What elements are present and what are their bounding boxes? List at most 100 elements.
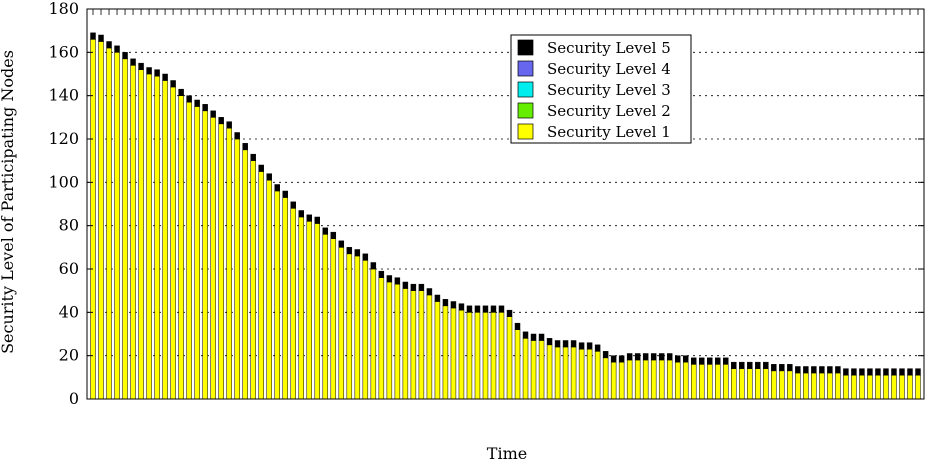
bar-segment-level-5 <box>418 283 425 291</box>
bar-segment-level-1 <box>554 346 561 400</box>
bar-segment-level-1 <box>90 39 96 400</box>
bar-segment-level-1 <box>130 65 136 400</box>
bar-segment-level-5 <box>602 351 609 359</box>
y-tick-label: 60 <box>59 259 79 278</box>
bar-segment-level-5 <box>843 368 849 376</box>
bar-segment-level-1 <box>226 127 232 400</box>
bar-segment-level-1 <box>586 348 593 400</box>
bar-segment-level-5 <box>610 355 617 363</box>
bar-segment-level-5 <box>330 231 337 239</box>
bar-segment-level-1 <box>506 316 513 400</box>
bar-segment-level-5 <box>562 340 569 348</box>
bar-segment-level-5 <box>867 368 873 376</box>
bar-segment-level-1 <box>642 359 649 400</box>
bar-segment-level-5 <box>434 294 441 302</box>
bar-segment-level-1 <box>851 374 857 400</box>
bar-segment-level-1 <box>466 312 473 400</box>
bar-segment-level-5 <box>498 305 505 313</box>
bar-segment-level-1 <box>146 73 152 400</box>
legend: Security Level 5 Security Level 4 Security… <box>510 34 692 144</box>
bar-segment-level-5 <box>474 305 481 313</box>
bar-segment-level-1 <box>330 238 337 400</box>
bar-segment-level-5 <box>763 361 769 369</box>
legend-box <box>510 34 692 144</box>
bar-segment-level-5 <box>891 368 897 376</box>
bar-segment-level-5 <box>811 366 817 374</box>
y-tick-label: 100 <box>48 172 79 191</box>
bar-segment-level-1 <box>370 268 377 400</box>
bar-segment-level-1 <box>386 281 393 400</box>
bar-segment-level-1 <box>891 374 897 400</box>
axes: 0 20 40 60 80 100 120 140 160 180 <box>48 0 925 408</box>
bar-segment-level-1 <box>771 370 777 400</box>
bar-segment-level-1 <box>258 171 264 400</box>
bar-segment-level-5 <box>618 355 625 363</box>
bar-segment-level-1 <box>170 86 176 400</box>
bar-segment-level-1 <box>715 364 721 400</box>
bar-segment-level-1 <box>570 346 577 400</box>
bar-segment-level-1 <box>690 364 697 400</box>
bar-segment-level-1 <box>626 359 633 400</box>
bar-segment-level-5 <box>642 353 649 361</box>
bar-segment-level-1 <box>106 47 112 400</box>
bar-segment-level-5 <box>723 357 729 365</box>
y-tick-label: 0 <box>69 389 79 408</box>
bar-segment-level-1 <box>731 368 737 400</box>
bar-segment-level-5 <box>290 201 296 209</box>
bar-segment-level-5 <box>875 368 881 376</box>
bar-segment-level-1 <box>154 75 160 400</box>
y-tick-label: 160 <box>48 42 79 61</box>
bar-segment-level-5 <box>699 357 705 365</box>
bar-segment-level-5 <box>795 366 801 374</box>
bar-segment-level-5 <box>490 305 497 313</box>
bar-segment-level-1 <box>787 370 793 400</box>
bar-segment-level-1 <box>819 372 825 400</box>
y-axis-label: Security Level of Participating Nodes <box>0 50 17 354</box>
bar-segment-level-1 <box>514 329 521 400</box>
bar-segment-level-5 <box>594 344 601 352</box>
bar-segment-level-1 <box>875 374 881 400</box>
bar-segment-level-1 <box>899 374 905 400</box>
bar-segment-level-1 <box>202 110 208 400</box>
bar-segment-level-1 <box>843 374 849 400</box>
bar-segment-level-5 <box>626 353 633 361</box>
bar-segment-level-1 <box>114 52 120 400</box>
bar-segment-level-1 <box>602 357 609 400</box>
bar-segment-level-5 <box>554 340 561 348</box>
bar-segment-level-1 <box>178 95 184 400</box>
legend-swatch-level-2 <box>517 102 534 119</box>
bar-segment-level-5 <box>899 368 905 376</box>
bar-segment-level-1 <box>867 374 873 400</box>
bar-segment-level-5 <box>482 305 489 313</box>
bar-segment-level-1 <box>282 197 288 400</box>
bar-segment-level-5 <box>274 184 280 192</box>
bar-segment-level-5 <box>202 104 208 112</box>
bar-segment-level-1 <box>194 106 200 400</box>
bar-segment-level-5 <box>282 190 288 198</box>
plot-frame <box>86 8 925 400</box>
bar-segment-level-5 <box>803 366 809 374</box>
bar-segment-level-5 <box>354 249 361 257</box>
legend-label-level-5: Security Level 5 <box>547 39 671 57</box>
bar-segment-level-1 <box>354 255 361 400</box>
bar-segment-level-1 <box>338 247 345 400</box>
y-tick-label: 20 <box>59 346 79 365</box>
bar-segment-level-1 <box>306 221 312 400</box>
bar-segment-level-5 <box>122 52 128 60</box>
bar-segment-level-1 <box>426 294 433 400</box>
bar-segment-level-1 <box>394 283 401 400</box>
bar-segment-level-5 <box>538 333 545 341</box>
bar-segment-level-5 <box>458 303 465 311</box>
bar-segment-level-1 <box>634 359 641 400</box>
legend-swatch-level-4 <box>517 60 534 77</box>
bar-segment-level-1 <box>546 344 553 400</box>
bar-segment-level-5 <box>851 368 857 376</box>
bar-segment-level-5 <box>530 333 537 341</box>
bar-segment-level-5 <box>226 121 232 129</box>
bar-segment-level-1 <box>98 41 104 400</box>
bar-segment-level-1 <box>274 190 280 400</box>
bar-segment-level-1 <box>578 348 585 400</box>
bar-segment-level-5 <box>394 277 401 285</box>
y-tick-label: 140 <box>48 86 79 105</box>
